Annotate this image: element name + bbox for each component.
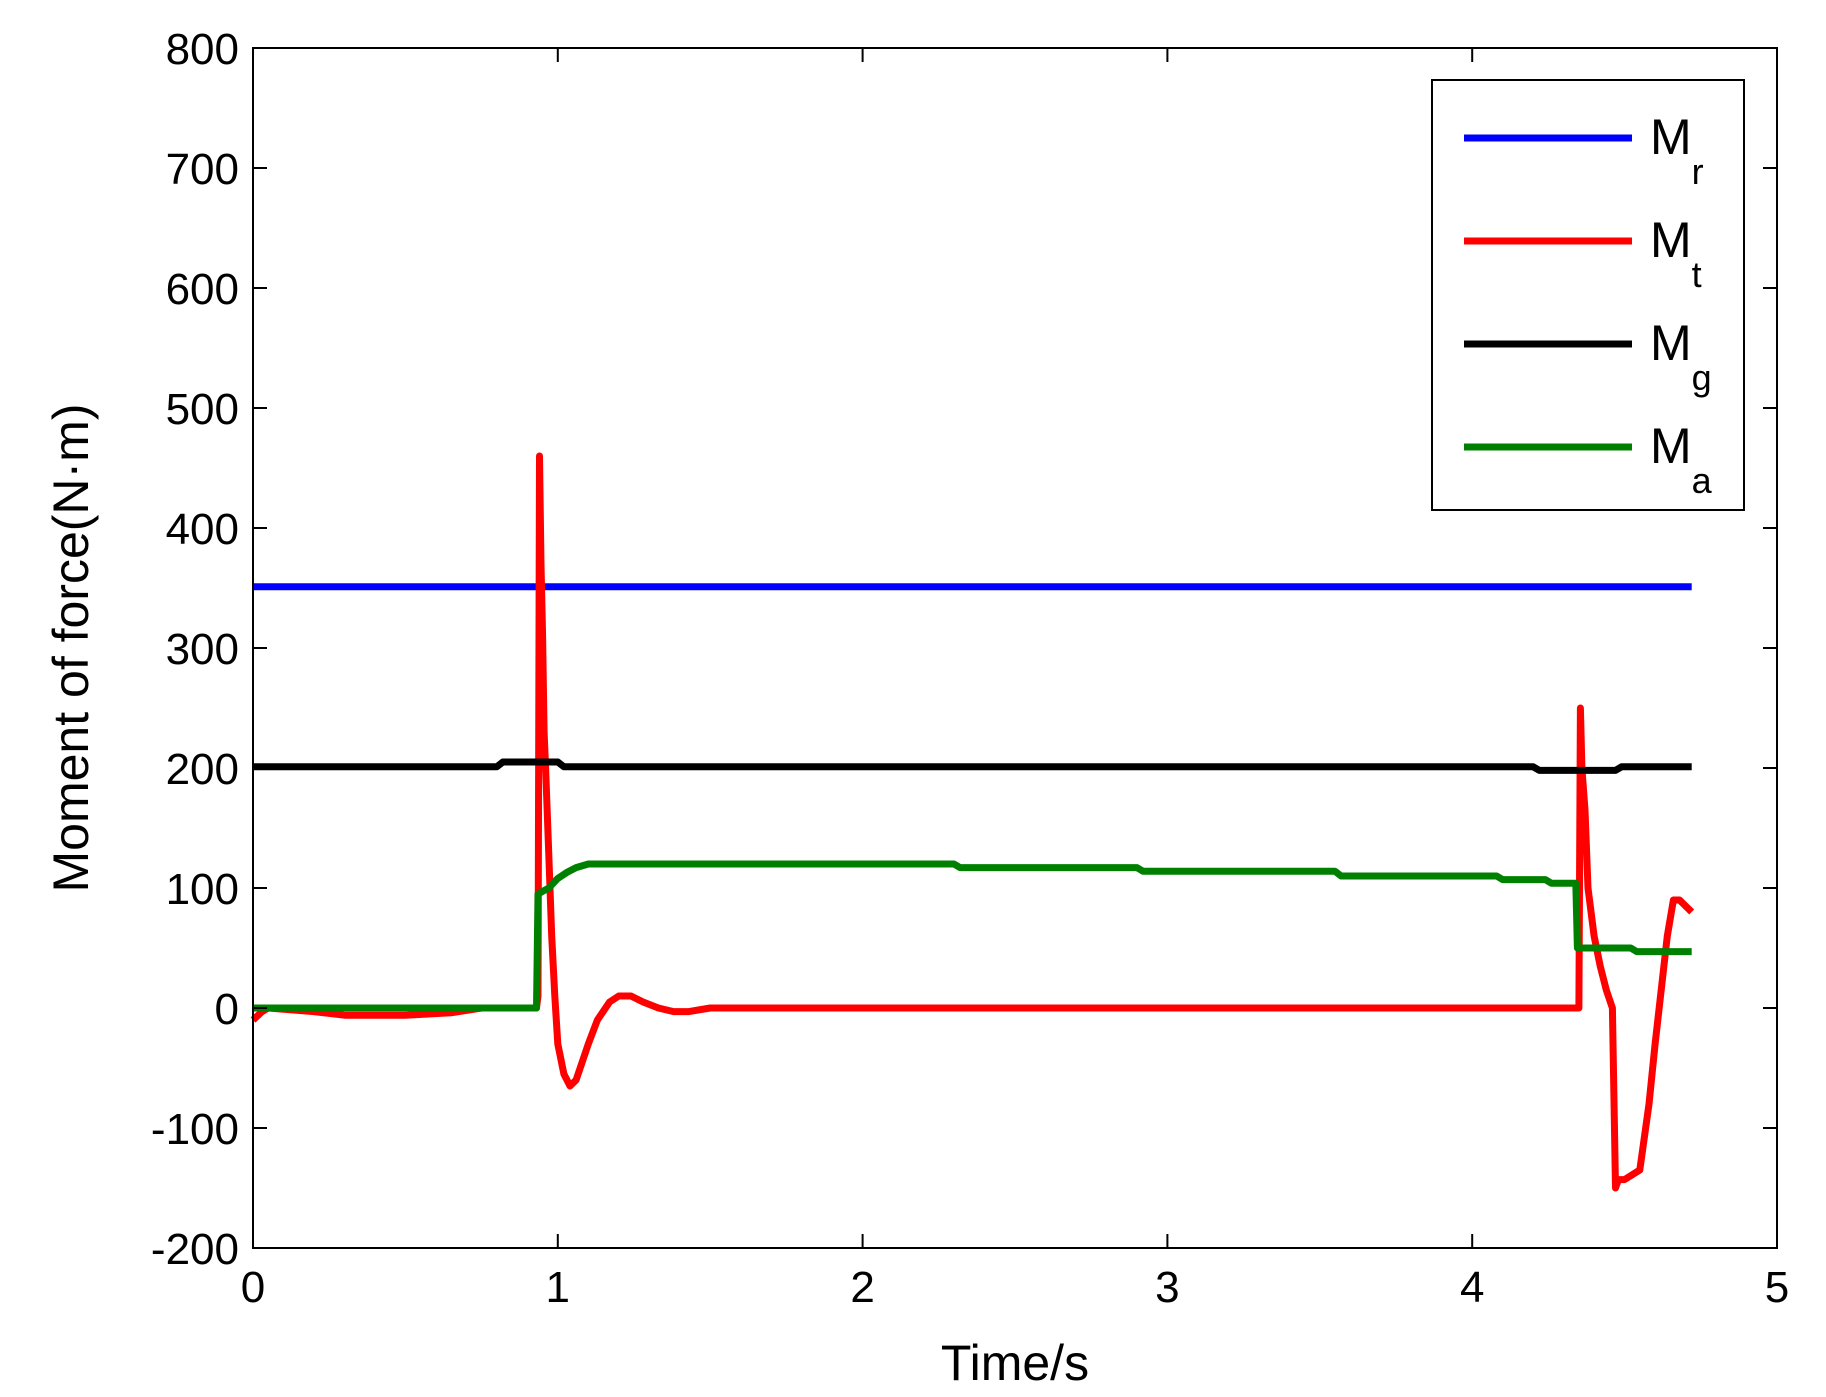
- y-axis-title: Moment of force(N·m): [43, 404, 99, 893]
- x-tick-label: 0: [241, 1263, 265, 1312]
- x-tick-label: 1: [546, 1263, 570, 1312]
- series-line-Mg: [253, 758, 1692, 774]
- x-tick-label: 4: [1460, 1263, 1484, 1312]
- legend-label-Mt: Mt: [1650, 212, 1702, 295]
- legend-label-Ma: Ma: [1650, 418, 1713, 501]
- y-tick-label: 700: [166, 145, 239, 194]
- x-tick-label: 2: [850, 1263, 874, 1312]
- y-tick-label: 800: [166, 25, 239, 74]
- series-line-Ma: [253, 860, 1692, 1012]
- legend-box: [1431, 79, 1745, 511]
- y-tick-label: 500: [166, 385, 239, 434]
- y-tick-label: 400: [166, 505, 239, 554]
- y-tick-label: 600: [166, 265, 239, 314]
- y-tick-label: -200: [151, 1225, 239, 1274]
- legend-label-Mr: Mr: [1650, 109, 1704, 192]
- series-line-Mt: [250, 452, 1695, 1192]
- y-tick-label: 100: [166, 865, 239, 914]
- y-tick-label: 0: [215, 985, 239, 1034]
- series-layer: [250, 452, 1695, 1192]
- x-tick-label: 3: [1155, 1263, 1179, 1312]
- x-tick-label: 5: [1765, 1263, 1789, 1312]
- x-axis-title: Time/s: [941, 1335, 1089, 1391]
- y-tick-label: 300: [166, 625, 239, 674]
- y-tick-label: 200: [166, 745, 239, 794]
- legend-label-Mg: Mg: [1650, 315, 1712, 398]
- y-tick-label: -100: [151, 1105, 239, 1154]
- ticks-layer: 0 1 2 3 4 5 -200 -100 0 100 200 300 400 500 600 700 800: [151, 25, 1789, 1312]
- legend: Mr Mt Mg Ma: [1431, 79, 1745, 511]
